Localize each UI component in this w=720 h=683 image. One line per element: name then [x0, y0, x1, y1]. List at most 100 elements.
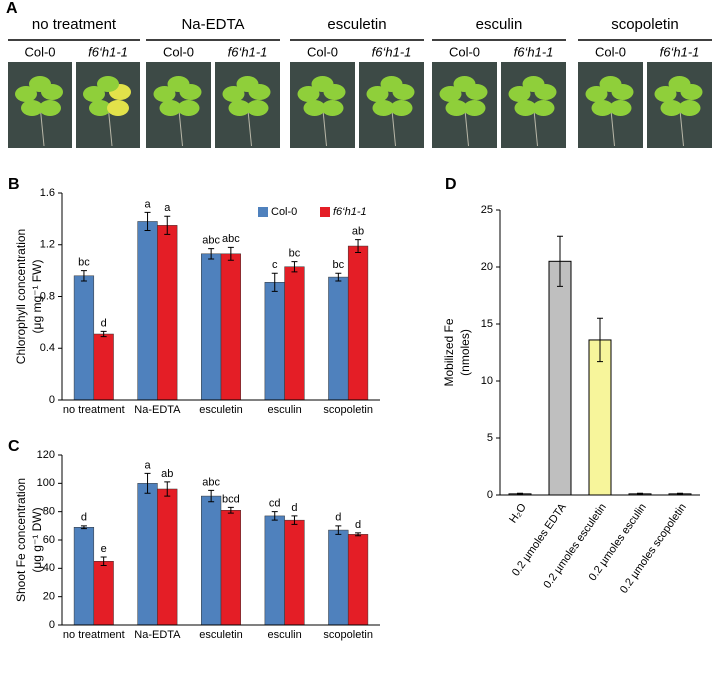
significance-letter: a	[164, 202, 171, 214]
error-bar	[208, 489, 215, 503]
leaf	[153, 86, 176, 102]
genotype-label: Col-0	[307, 44, 338, 59]
y-tick-label: 1.2	[40, 239, 55, 251]
significance-letter: cd	[269, 498, 281, 510]
legend-label: f6‘h1-1	[333, 206, 367, 218]
error-bar	[80, 525, 87, 530]
leaf	[177, 100, 200, 116]
legend-label: Col-0	[271, 206, 297, 218]
leaf	[311, 76, 334, 92]
leaf	[321, 100, 344, 116]
leaf	[654, 86, 677, 102]
x-tick-label: Na-EDTA	[134, 629, 181, 641]
leaf	[39, 100, 61, 116]
leaf	[532, 100, 555, 116]
bar	[157, 225, 178, 401]
bar	[201, 253, 222, 401]
leaf	[453, 76, 476, 92]
legend-swatch	[320, 207, 330, 217]
leaf	[599, 76, 622, 92]
bar	[93, 333, 114, 401]
leaf	[29, 76, 51, 92]
leaf	[107, 100, 129, 116]
y-tick-label: 40	[43, 562, 55, 574]
error-bar	[271, 511, 278, 521]
treatment-label: scopoletin	[611, 16, 679, 33]
leaf	[463, 100, 486, 116]
error-bar	[227, 246, 234, 261]
bar	[201, 495, 222, 626]
panel-label: A	[6, 0, 18, 17]
y-axis-label: Mobilized Fe	[442, 318, 456, 386]
bar	[137, 221, 158, 401]
y-tick-label: 0	[49, 619, 55, 631]
y-tick-label: 60	[43, 534, 55, 546]
leaf	[678, 100, 701, 116]
treatment-label: esculin	[476, 16, 523, 33]
y-tick-label: 10	[481, 375, 493, 387]
error-bar	[335, 525, 342, 535]
error-bar	[100, 330, 107, 338]
leaf	[228, 100, 251, 116]
y-tick-label: 20	[43, 591, 55, 603]
significance-letter: a	[144, 198, 151, 210]
leaf	[514, 100, 537, 116]
y-axis-label: (μg mg⁻¹ FW)	[30, 260, 44, 334]
leaf	[303, 100, 326, 116]
bar	[264, 282, 285, 401]
leaf	[222, 86, 245, 102]
significance-letter: bc	[333, 259, 345, 271]
error-bar	[291, 515, 298, 525]
bar	[264, 515, 285, 626]
x-tick-label: no treatment	[63, 629, 125, 641]
leaf	[297, 86, 320, 102]
x-tick-label: Na-EDTA	[134, 404, 181, 416]
genotype-label: f6‘h1-1	[372, 44, 412, 59]
leaf	[167, 76, 190, 92]
panel-label: B	[8, 176, 20, 193]
error-bar	[557, 235, 563, 287]
bar	[347, 534, 369, 626]
significance-letter: bc	[78, 257, 90, 269]
error-bar	[335, 272, 342, 282]
leaf	[668, 76, 691, 92]
error-bar	[597, 317, 603, 363]
error-bar	[517, 492, 523, 495]
x-tick-label: scopoletin	[323, 629, 373, 641]
leaf	[15, 86, 37, 102]
error-bar	[164, 215, 171, 235]
leaf	[83, 86, 105, 102]
significance-letter: d	[355, 519, 361, 531]
y-tick-label: 20	[481, 261, 493, 273]
y-axis-label: (μg g⁻¹ DW)	[30, 507, 44, 572]
bar	[73, 275, 95, 401]
x-tick-label: H₂O	[507, 501, 529, 525]
leaf	[380, 76, 403, 92]
treatment-label: esculetin	[327, 16, 386, 33]
bar	[220, 510, 241, 626]
leaf	[660, 100, 683, 116]
significance-letter: d	[101, 317, 107, 329]
y-tick-label: 25	[481, 204, 493, 216]
panel-label: D	[445, 176, 457, 193]
genotype-label: f6‘h1-1	[660, 44, 700, 59]
significance-letter: ab	[352, 225, 364, 237]
y-tick-label: 0.8	[40, 290, 55, 302]
leaf	[236, 76, 259, 92]
error-bar	[100, 556, 107, 566]
error-bar	[164, 481, 171, 497]
legend-swatch	[258, 207, 268, 217]
x-tick-label: no treatment	[63, 404, 125, 416]
significance-letter: d	[335, 512, 341, 524]
error-bar	[144, 472, 151, 494]
leaf	[21, 100, 43, 116]
significance-letter: abc	[222, 233, 240, 245]
error-bar	[271, 272, 278, 292]
significance-letter: c	[272, 259, 278, 271]
genotype-label: f6‘h1-1	[88, 44, 128, 59]
y-tick-label: 15	[481, 318, 493, 330]
leaf	[97, 76, 119, 92]
significance-letter: d	[291, 502, 297, 514]
bar	[93, 561, 114, 626]
leaf	[522, 76, 545, 92]
